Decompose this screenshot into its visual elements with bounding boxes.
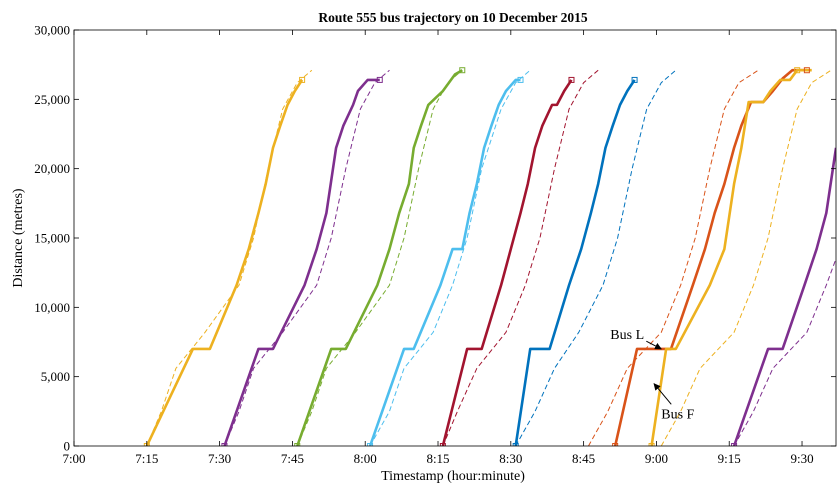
stop-marker-14 (803, 67, 810, 74)
y-tick-label-6: 25,000 (34, 92, 70, 107)
scheduled-line-3 (296, 69, 463, 446)
x-tick-label-6: 8:15 (426, 451, 449, 466)
actual-line-9 (732, 147, 836, 446)
stop-marker-9 (439, 443, 446, 446)
actual-line-3 (296, 69, 463, 446)
stop-marker-7 (367, 443, 374, 446)
series-group (143, 67, 836, 446)
scheduled-line-6 (515, 69, 677, 446)
stop-marker-17 (731, 443, 738, 446)
scheduled-line-7 (588, 69, 759, 446)
plot-area: 7:00 7:15 7:30 7:45 8:00 8:15 8:30 8:45 9:00 9:15… (34, 23, 837, 466)
y-tick-label-5: 20,000 (34, 161, 70, 176)
actual-line-6 (514, 79, 636, 446)
chart-title: Route 555 bus trajectory on 10 December … (318, 10, 588, 25)
stop-marker-3 (221, 443, 228, 446)
actual-line-2 (223, 78, 380, 446)
scheduled-line-9 (733, 258, 836, 446)
y-tick-label-4: 15,000 (34, 231, 70, 246)
stop-marker-8 (517, 76, 524, 83)
y-tick-label-1: 0 (64, 439, 71, 454)
stop-marker-11 (512, 443, 519, 446)
x-tick-label-4: 7:45 (281, 451, 304, 466)
x-tick-label-2: 7:15 (135, 451, 158, 466)
actual-line-7 (613, 68, 807, 446)
scheduled-line-4 (369, 69, 531, 446)
annotation-2: Bus F (661, 407, 694, 422)
scheduled-line-5 (442, 69, 599, 446)
x-axis-label: Timestamp (hour:minute) (381, 469, 525, 484)
actual-line-1 (145, 79, 304, 446)
x-tick-label-8: 8:45 (572, 451, 595, 466)
stop-marker-5 (294, 443, 301, 446)
x-tick-label-10: 9:15 (718, 451, 741, 466)
scheduled-line-1 (146, 69, 313, 446)
annotation-arrow-2 (653, 383, 672, 405)
stop-marker-15 (648, 443, 655, 446)
y-tick-label-7: 30,000 (34, 23, 70, 38)
stop-marker-12 (631, 76, 638, 83)
actual-line-5 (441, 79, 573, 446)
stop-marker-6 (459, 67, 466, 74)
y-tick-label-2: 5,000 (41, 369, 70, 384)
plot-frame (73, 29, 837, 447)
x-tick-label-7: 8:30 (499, 451, 522, 466)
x-tick-label-5: 8:00 (354, 451, 377, 466)
stop-marker-13 (612, 443, 619, 446)
annotation-1: Bus L (610, 328, 644, 343)
x-tick-label-11: 9:30 (790, 451, 813, 466)
actual-line-8 (650, 68, 812, 446)
scheduled-line-2 (223, 69, 390, 446)
y-axis-label: Distance (metres) (11, 188, 26, 287)
stop-marker-2 (299, 76, 306, 83)
scheduled-line-8 (660, 69, 832, 446)
actual-line-4 (368, 78, 521, 446)
y-tick-label-3: 10,000 (34, 300, 70, 315)
x-tick-label-1: 7:00 (62, 451, 85, 466)
stop-marker-16 (794, 67, 801, 74)
stop-marker-4 (376, 76, 383, 83)
stop-marker-10 (568, 76, 575, 83)
annotation-arrow-1 (646, 340, 662, 350)
x-tick-label-3: 7:30 (208, 451, 231, 466)
x-tick-label-9: 9:00 (645, 451, 668, 466)
